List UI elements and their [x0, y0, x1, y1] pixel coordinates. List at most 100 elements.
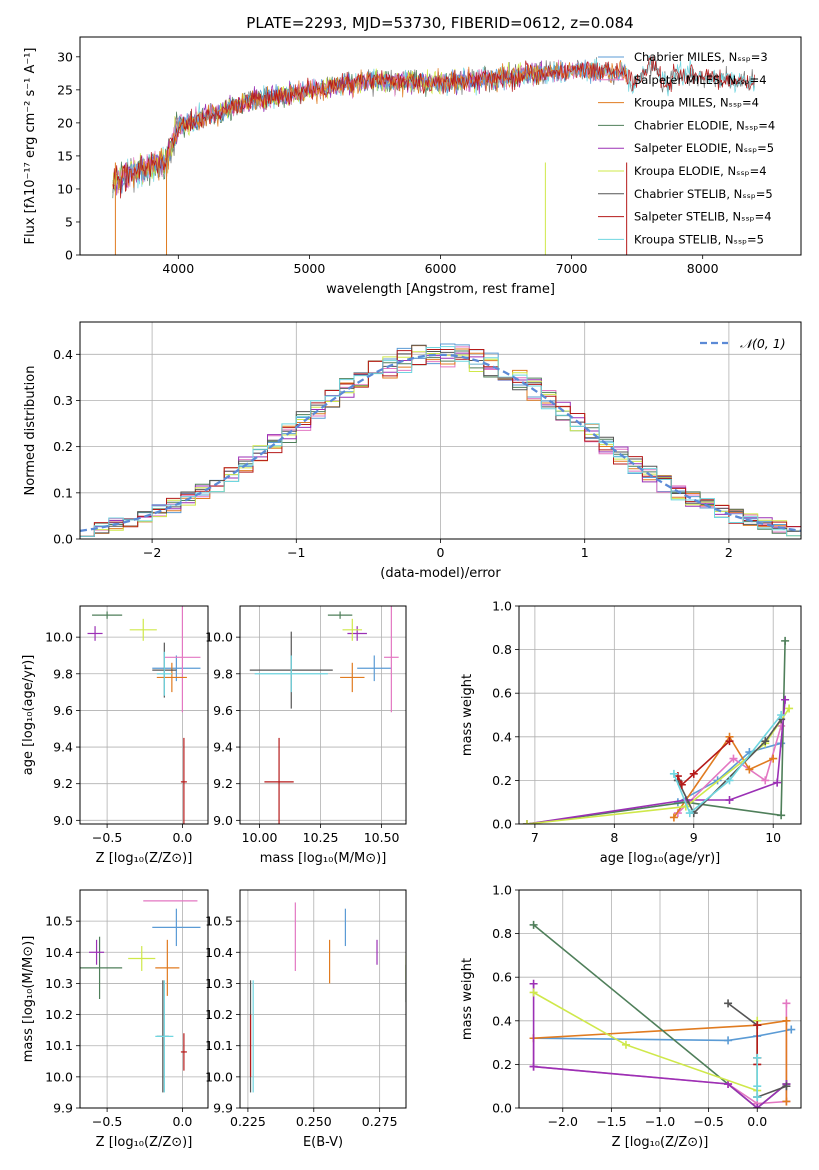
- x-tick-label: −2: [143, 545, 161, 560]
- x-tick-label: −2.0: [548, 1114, 578, 1129]
- y-axis-label: age [log₁₀(age/yr)]: [21, 655, 36, 776]
- y-tick-label: 9.8: [53, 666, 73, 681]
- y-tick-label: 10.0: [45, 630, 73, 645]
- x-tick-label: 0.250: [296, 1114, 332, 1129]
- legend-label-chabrier-miles: Chabrier MILES, Nₛₛₚ=3: [634, 50, 768, 64]
- x-axis-label: age [log₁₀(age/yr)]: [600, 851, 721, 866]
- legend-label-kroupa-miles: Kroupa MILES, Nₛₛₚ=4: [634, 96, 759, 110]
- y-tick-label: 0: [65, 248, 73, 263]
- weight-line-chabrier-miles: [533, 1028, 792, 1042]
- panel-weight-vs-z: −2.0 −1.5 −1.0 −0.5 0.0 0.0 0.2 0.4 0.6 0.8 1.0 Z […: [460, 883, 802, 1150]
- y-tick-label: 9.0: [213, 813, 233, 828]
- weight-marker-chabrier-elodie: [781, 636, 790, 645]
- legend-label-salpeter-miles: Salpeter MILES, Nₛₛₚ=4: [634, 73, 767, 87]
- panel-mass-vs-ebv: 0.225 0.250 0.275 9.9 10.0 10.1 10.2 10.3 10.4 10…: [205, 889, 407, 1150]
- histogram-chabrier-stelib: [80, 344, 801, 537]
- weight-marker-chabrier-stelib: [782, 1082, 791, 1091]
- legend-label-salpeter-stelib: Salpeter STELIB, Nₛₛₚ=4: [634, 210, 772, 224]
- x-axis-label: Z [log₁₀(Z/Z⊙)]: [612, 1135, 709, 1150]
- y-tick-label: 10: [57, 181, 73, 196]
- x-axis-label: (data-model)/error: [380, 566, 501, 581]
- x-tick-label: 0: [437, 545, 445, 560]
- plot-area: [87, 606, 201, 824]
- x-axis-label: wavelength [Angstrom, rest frame]: [326, 282, 555, 297]
- histogram-kroupa-miles: [80, 345, 801, 537]
- normal-curve: [80, 353, 801, 533]
- figure-title: PLATE=2293, MJD=53730, FIBERID=0612, z=0…: [246, 14, 633, 32]
- y-tick-label: 9.9: [213, 1101, 233, 1116]
- y-tick-label: 10.3: [205, 976, 233, 991]
- axes-frame: [518, 605, 802, 825]
- y-tick-label: 10.0: [205, 630, 233, 645]
- weight-marker-kroupa-stelib: [685, 809, 694, 818]
- weight-marker-salpeter-elodie: [781, 695, 790, 704]
- x-axis-label: Z [log₁₀(Z/Z⊙)]: [96, 1135, 193, 1150]
- axes-frame: [239, 889, 407, 1109]
- y-tick-label: 25: [57, 82, 73, 97]
- axes-frame: [79, 321, 802, 540]
- y-tick-label: 0.2: [53, 439, 73, 454]
- y-tick-label: 0.1: [53, 485, 73, 500]
- x-tick-label: 4000: [162, 261, 194, 276]
- x-tick-label: 1: [581, 545, 589, 560]
- spectrum-line-salpeter-stelib: [112, 56, 755, 199]
- y-tick-label: 10.4: [205, 945, 233, 960]
- panel-age-vs-mass: 10.00 10.25 10.50 9.0 9.2 9.4 9.6 9.8 10.0 mass […: [205, 605, 407, 866]
- panel-residuals: −2 −1 0 1 2 0.0 0.1 0.2 0.3 0.4 (data-model)/error…: [23, 321, 802, 581]
- weight-line-chabrier-elodie: [526, 640, 786, 824]
- weight-marker-salpeter-elodie: [773, 778, 782, 787]
- weight-marker-chabrier-miles: [787, 1025, 796, 1034]
- x-tick-label: −1: [287, 545, 305, 560]
- y-tick-label: 10.1: [205, 1038, 233, 1053]
- axes-frame: [79, 36, 802, 256]
- weight-marker-chabrier-miles: [724, 1036, 733, 1045]
- x-tick-label: 8: [610, 830, 618, 845]
- weight-line-chabrier-miles: [677, 742, 782, 803]
- x-tick-label: 0.0: [172, 1114, 192, 1129]
- weight-marker-kroupa-stelib: [777, 711, 786, 719]
- panel-age-vs-z: −0.5 0.0 9.0 9.2 9.4 9.6 9.8 10.0 Z [log₁₀(Z/Z⊙)…: [21, 605, 209, 866]
- weight-marker-chabrier-stelib: [724, 999, 733, 1008]
- axes-frame: [79, 889, 209, 1109]
- weight-marker-chabrier-elodie: [777, 811, 786, 820]
- weight-marker-salpeter-stelib: [677, 780, 686, 789]
- weight-marker-kroupa-stelib: [753, 1053, 762, 1062]
- weight-marker-salpeter-stelib: [725, 737, 734, 746]
- weight-marker-kroupa-stelib: [669, 769, 678, 778]
- x-tick-label: 0.275: [362, 1114, 398, 1129]
- weight-marker-kroupa-miles: [769, 754, 778, 763]
- y-tick-label: 15: [57, 148, 73, 163]
- weight-marker-kroupa-elodie: [785, 704, 794, 713]
- weight-marker-salpeter-stelib: [689, 769, 698, 778]
- weight-marker-kroupa-stelib: [725, 776, 734, 785]
- plot-area: [80, 343, 801, 537]
- histogram-salpeter-stelib: [80, 349, 801, 537]
- y-tick-label: 0.8: [492, 642, 512, 657]
- x-tick-label: 0.0: [747, 1114, 767, 1129]
- panel-weight-vs-age: 7 8 9 10 0.0 0.2 0.4 0.6 0.8 1.0 age [log₁₀(age/yr…: [460, 599, 802, 866]
- legend-label-kroupa-stelib: Kroupa STELIB, Nₛₛₚ=5: [634, 232, 764, 246]
- x-tick-label: −0.5: [92, 830, 122, 845]
- y-tick-label: 0.2: [492, 1057, 512, 1072]
- weight-marker-salpeter-stelib: [753, 1021, 762, 1030]
- y-axis-label: mass weight: [460, 958, 475, 1040]
- y-tick-label: 0.4: [53, 347, 73, 362]
- y-tick-label: 0.2: [492, 773, 512, 788]
- weight-marker-chabrier-stelib: [761, 737, 770, 746]
- histogram-kroupa-stelib: [80, 346, 801, 537]
- weight-marker-salpeter-elodie: [529, 1062, 538, 1071]
- y-tick-label: 10.5: [205, 914, 233, 929]
- y-tick-label: 20: [57, 115, 73, 130]
- weight-marker-kroupa-elodie: [522, 820, 531, 824]
- y-tick-label: 1.0: [492, 883, 512, 898]
- y-tick-label: 5: [65, 214, 73, 229]
- x-tick-label: 7000: [556, 261, 588, 276]
- y-axis-label: Normed distribution: [23, 366, 38, 496]
- legend-label-kroupa-elodie: Kroupa ELODIE, Nₛₛₚ=4: [634, 164, 767, 178]
- x-tick-label: 10.50: [364, 830, 400, 845]
- weight-marker-chabrier-elodie: [529, 920, 538, 929]
- legend-label-chabrier-stelib: Chabrier STELIB, Nₛₛₚ=5: [634, 187, 773, 201]
- y-tick-label: 0.0: [492, 1101, 512, 1116]
- x-tick-label: 5000: [294, 261, 326, 276]
